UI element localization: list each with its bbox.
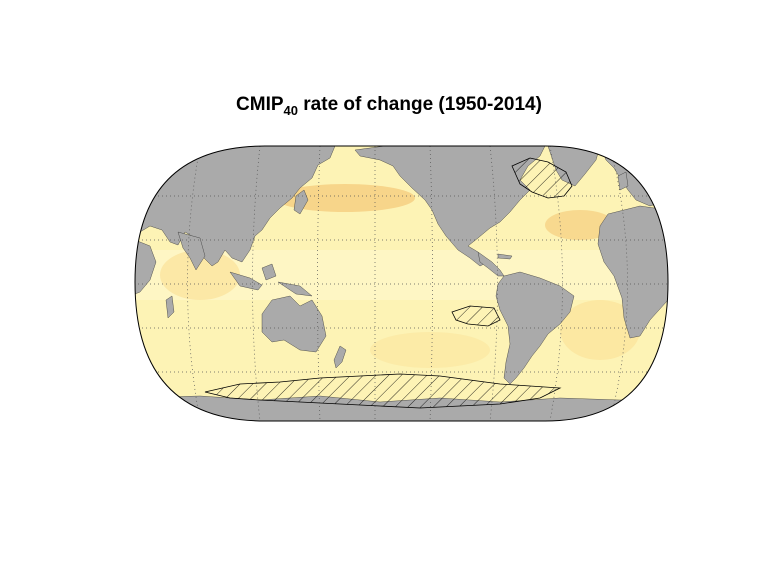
ocean-warm-npacific <box>275 184 415 212</box>
land-australia <box>261 295 327 353</box>
graticule <box>135 146 668 421</box>
land-british-isles <box>617 171 629 191</box>
ocean-warm-indian <box>160 250 240 300</box>
land-caribbean <box>497 253 513 260</box>
hatch-south-pacific <box>451 305 501 327</box>
ocean-warm-natlantic <box>545 210 615 240</box>
land-japan <box>293 189 309 215</box>
map-frame <box>134 145 669 422</box>
hatch-southern-ocean <box>204 373 562 409</box>
land-india <box>177 231 206 271</box>
land-new-zealand <box>333 345 347 369</box>
map-title: CMIP40 rate of change (1950-2014) <box>0 94 778 118</box>
land-madagascar <box>165 295 175 319</box>
title-main: CMIP <box>236 94 284 115</box>
ocean-warm-satlantic <box>560 300 640 360</box>
hatch-north-atlantic <box>511 157 573 199</box>
ocean-warm-spacific <box>370 332 490 368</box>
title-subscript: 40 <box>283 103 298 118</box>
title-rest: rate of change (1950-2014) <box>298 94 542 115</box>
